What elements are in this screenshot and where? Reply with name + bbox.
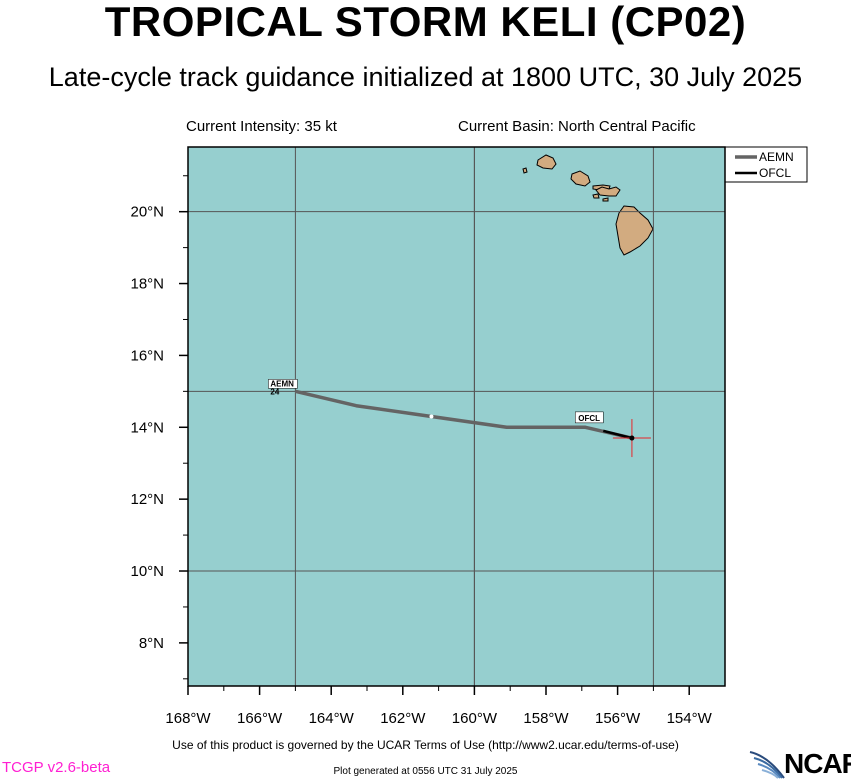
y-axis-labels: 8°N 10°N 12°N 14°N 16°N 18°N 20°N xyxy=(130,204,164,652)
axis-ticks xyxy=(179,175,690,695)
island-maui xyxy=(595,186,621,197)
current-intensity: Current Intensity: 35 kt xyxy=(186,118,337,135)
x-tick-label: 158°W xyxy=(523,710,569,727)
legend-label-ofcl: OFCL xyxy=(759,166,791,180)
x-tick-label: 166°W xyxy=(237,710,283,727)
x-tick-label: 154°W xyxy=(667,710,713,727)
hawaii-islands xyxy=(522,154,654,256)
ofcl-end-label: OFCL xyxy=(578,414,600,423)
x-axis-labels: 168°W 166°W 164°W 162°W 160°W 158°W 156°W 154°W xyxy=(165,710,712,727)
current-position-dot xyxy=(629,435,635,441)
terms-of-use: Use of this product is governed by the U… xyxy=(172,738,679,752)
legend: AEMN OFCL xyxy=(724,146,808,183)
island-big-island xyxy=(615,205,654,256)
island-niihau xyxy=(522,167,528,174)
x-tick-label: 162°W xyxy=(380,710,426,727)
x-tick-label: 164°W xyxy=(309,710,355,727)
aemn-end-label: AEMN xyxy=(270,379,294,388)
chart-subtitle: Late-cycle track guidance initialized at… xyxy=(48,62,803,92)
ncar-logo-icon xyxy=(749,751,785,779)
y-tick-label: 14°N xyxy=(130,419,164,436)
y-tick-label: 12°N xyxy=(130,491,164,508)
legend-label-aemn: AEMN xyxy=(759,150,794,164)
aemn-midpoint-marker xyxy=(429,414,434,419)
y-tick-label: 8°N xyxy=(139,635,164,652)
island-kahoolawe xyxy=(602,197,609,202)
track-aemn xyxy=(294,389,633,440)
island-oahu xyxy=(570,170,591,187)
ncar-logo-text: NCAR xyxy=(784,748,851,779)
current-basin: Current Basin: North Central Pacific xyxy=(458,118,696,135)
plot-frame xyxy=(187,146,726,687)
island-kauai xyxy=(536,154,557,170)
aemn-end-hour: 24 xyxy=(270,387,279,396)
version-label: TCGP v2.6-beta xyxy=(2,759,111,776)
track-ofcl xyxy=(602,429,633,440)
x-tick-label: 160°W xyxy=(452,710,498,727)
aemn-label-box xyxy=(268,379,298,389)
y-tick-label: 18°N xyxy=(130,276,164,293)
x-tick-label: 156°W xyxy=(595,710,641,727)
island-lanai xyxy=(592,193,600,199)
ofcl-label-box xyxy=(575,411,604,424)
legend-box xyxy=(724,146,808,183)
lat-lon-grid xyxy=(188,147,725,686)
y-tick-label: 20°N xyxy=(130,204,164,221)
x-tick-label: 168°W xyxy=(165,710,211,727)
y-tick-label: 16°N xyxy=(130,347,164,364)
y-tick-label: 10°N xyxy=(130,563,164,580)
generated-timestamp: Plot generated at 0556 UTC 31 July 2025 xyxy=(333,766,518,777)
chart-title: TROPICAL STORM KELI (CP02) xyxy=(104,0,747,45)
